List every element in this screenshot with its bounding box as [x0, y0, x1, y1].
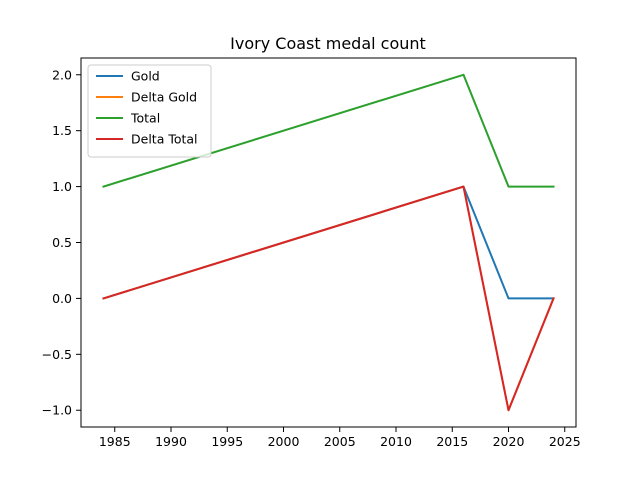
legend-label: Delta Total: [131, 132, 198, 147]
series-line-total: [102, 73, 555, 188]
y-tick-label: 1.5: [52, 123, 72, 138]
legend-label: Delta Gold: [131, 90, 197, 105]
x-tick-label: 2000: [268, 434, 300, 449]
x-tick-label: 2010: [380, 434, 412, 449]
y-tick-label: −0.5: [42, 347, 72, 362]
y-tick-label: 2.0: [52, 67, 72, 82]
x-tick-label: 2015: [436, 434, 468, 449]
plot-frame: [80, 57, 577, 428]
x-tick-label: 2025: [549, 434, 581, 449]
plot-lines: [102, 73, 555, 412]
x-tick-label: 1985: [99, 434, 131, 449]
x-tick-label: 1995: [211, 434, 243, 449]
y-axis-ticks: −1.0 −0.5 0.0 0.5 1.0 1.5 2.0: [42, 67, 81, 418]
legend-label: Gold: [131, 69, 160, 84]
y-tick-label: 1.0: [52, 179, 72, 194]
x-tick-label: 1990: [155, 434, 187, 449]
chart-title: Ivory Coast medal count: [230, 34, 426, 53]
x-tick-label: 2005: [324, 434, 356, 449]
legend-label: Total: [130, 111, 160, 126]
x-tick-label: 2020: [493, 434, 525, 449]
legend-box: [87, 64, 212, 158]
y-tick-label: 0.5: [52, 235, 72, 250]
y-tick-label: −1.0: [42, 403, 72, 418]
series-line-delta-total: [102, 185, 555, 412]
y-tick-label: 0.0: [52, 291, 72, 306]
legend: Gold Delta Gold Total Delta Total: [87, 64, 212, 158]
x-axis-ticks: 1985 1990 1995 2000 2005 2010 2015 2020 2025: [99, 427, 581, 449]
